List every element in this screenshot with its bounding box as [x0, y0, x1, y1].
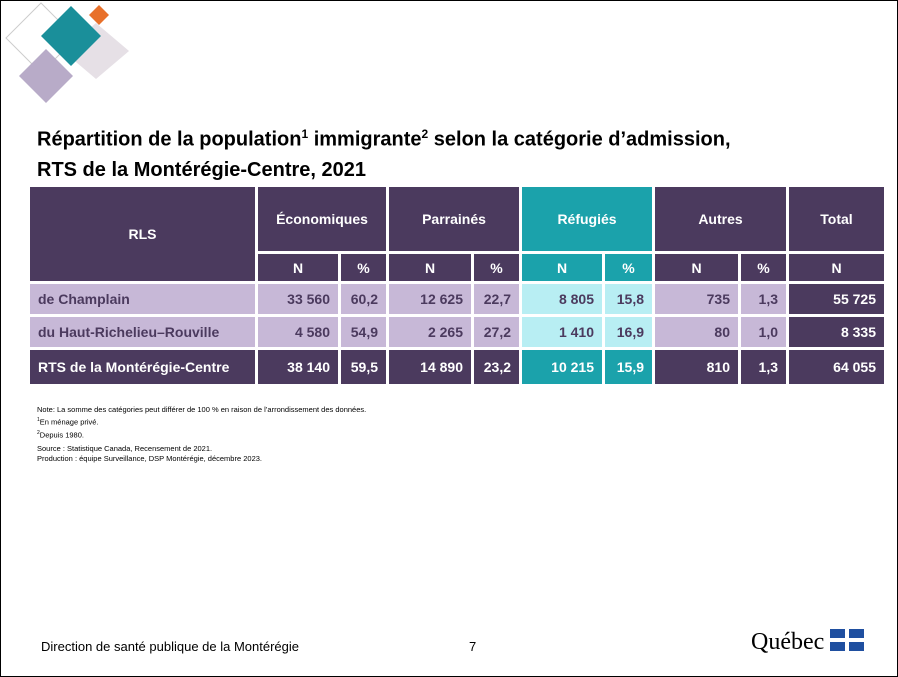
cell: 12 625: [389, 284, 471, 314]
cell: 23,2: [474, 350, 519, 384]
title-text: RTS de la Montérégie-Centre, 2021: [37, 159, 366, 181]
logo-text: Québec: [751, 629, 824, 655]
diamond: [89, 5, 109, 25]
cell: 80: [655, 317, 738, 347]
cell: 54,9: [341, 317, 386, 347]
cell: 60,2: [341, 284, 386, 314]
row-label: RTS de la Montérégie-Centre: [30, 350, 255, 384]
cell: 27,2: [474, 317, 519, 347]
row-label: de Champlain: [30, 284, 255, 314]
subheader-cell: %: [474, 254, 519, 281]
footnote: 2Depuis 1980.: [37, 428, 366, 441]
cell: 38 140: [258, 350, 338, 384]
superscript: 2: [422, 127, 429, 141]
cell: 15,8: [605, 284, 652, 314]
title-text: immigrante: [314, 129, 422, 151]
notes: Note: La somme des catégories peut diffé…: [37, 405, 366, 464]
cell: 64 055: [789, 350, 884, 384]
footer-org: Direction de santé publique de la Montér…: [41, 639, 299, 654]
cell: 59,5: [341, 350, 386, 384]
slide-title: Répartition de la population1 immigrante…: [37, 119, 731, 185]
group-header: Autres: [655, 187, 786, 251]
header-cell: RLS: [30, 187, 255, 281]
cell: 810: [655, 350, 738, 384]
subheader-cell: %: [341, 254, 386, 281]
quebec-logo: Québec: [751, 629, 864, 656]
title-text: Répartition de la population: [37, 129, 301, 151]
cell: 33 560: [258, 284, 338, 314]
footnote-text: En ménage privé.: [40, 418, 99, 427]
cell: 22,7: [474, 284, 519, 314]
cell: 1,0: [741, 317, 786, 347]
cell: 10 215: [522, 350, 602, 384]
superscript: 1: [301, 127, 308, 141]
row-label: du Haut-Richelieu–Rouville: [30, 317, 255, 347]
cell: 1 410: [522, 317, 602, 347]
title-text: selon la catégorie d’admission,: [434, 129, 731, 151]
cell: 8 335: [789, 317, 884, 347]
cell: 14 890: [389, 350, 471, 384]
cell: 1,3: [741, 350, 786, 384]
cell: 15,9: [605, 350, 652, 384]
footnote-text: Depuis 1980.: [40, 430, 84, 439]
cell: 4 580: [258, 317, 338, 347]
subheader-cell: N: [522, 254, 602, 281]
cell: 2 265: [389, 317, 471, 347]
flag-cross: [830, 638, 864, 642]
cell: 735: [655, 284, 738, 314]
cell: 16,9: [605, 317, 652, 347]
group-header: Économiques: [258, 187, 386, 251]
slide: Répartition de la population1 immigrante…: [0, 0, 898, 677]
subheader-cell: %: [741, 254, 786, 281]
cell: 8 805: [522, 284, 602, 314]
subheader-cell: N: [389, 254, 471, 281]
subheader-cell: %: [605, 254, 652, 281]
source: Source : Statistique Canada, Recensement…: [37, 444, 366, 454]
subheader-cell: N: [789, 254, 884, 281]
note: Note: La somme des catégories peut diffé…: [37, 405, 366, 415]
footnote: 1En ménage privé.: [37, 415, 366, 428]
cell: 55 725: [789, 284, 884, 314]
flag-icon: [830, 629, 864, 651]
group-header: Total: [789, 187, 884, 251]
production: Production : équipe Surveillance, DSP Mo…: [37, 454, 366, 464]
subheader-cell: N: [655, 254, 738, 281]
group-header: Parrainés: [389, 187, 519, 251]
cell: 1,3: [741, 284, 786, 314]
logo-decoration: [1, 1, 141, 111]
subheader-cell: N: [258, 254, 338, 281]
page-number: 7: [469, 639, 476, 654]
group-header: Réfugiés: [522, 187, 652, 251]
